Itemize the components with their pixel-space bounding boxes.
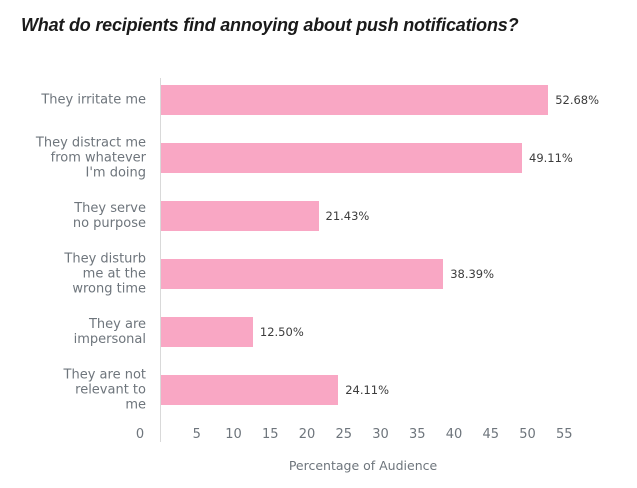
category-label: They are impersonal — [73, 317, 146, 347]
chart-title: What do recipients find annoying about p… — [21, 15, 519, 35]
category-label: They irritate me — [41, 92, 146, 108]
x-tick-label: 5 — [192, 427, 201, 442]
category-label: They serve no purpose — [72, 201, 146, 231]
x-tick-label: 0 — [135, 427, 145, 442]
x-axis-title: Percentage of Audience — [288, 458, 438, 473]
chart-row: They distract me from whatever I'm doing 49… — [0, 136, 637, 181]
x-tick-label: 10 — [225, 427, 242, 442]
value-label: 38.39% — [450, 267, 495, 281]
bar — [161, 201, 319, 231]
category-label: They distract me from whatever I'm doing — [35, 135, 146, 181]
chart-row: They serve no purpose 21.43% — [0, 201, 637, 231]
value-label: 52.68% — [555, 93, 600, 107]
x-tick-label: 15 — [261, 427, 279, 442]
value-label: 12.50% — [259, 325, 304, 339]
bar — [161, 259, 444, 289]
category-label: They are not relevant to me — [63, 367, 146, 413]
chart-row: They are not relevant to me 24.11% — [0, 368, 637, 413]
x-tick-label: 25 — [335, 427, 353, 442]
chart-row: They disturb me at the wrong time 38.39% — [0, 252, 637, 297]
x-tick-label: 20 — [298, 427, 316, 442]
x-tick-label: 55 — [555, 427, 573, 442]
x-tick-label: 40 — [445, 427, 463, 442]
x-tick-label: 50 — [519, 427, 536, 442]
y-axis-line — [160, 78, 161, 442]
x-tick-label: 35 — [408, 427, 426, 442]
chart-row: They irritate me 52.68% — [0, 85, 637, 115]
category-label: They disturb me at the wrong time — [64, 251, 146, 297]
value-label: 21.43% — [325, 209, 370, 223]
bar — [161, 375, 339, 405]
bar — [161, 143, 522, 173]
x-tick-label: 45 — [482, 427, 500, 442]
chart-row: They are impersonal 12.50% — [0, 317, 637, 347]
x-tick-label: 30 — [372, 427, 389, 442]
bar — [161, 317, 253, 347]
bar — [161, 85, 549, 115]
value-label: 24.11% — [345, 383, 390, 397]
value-label: 49.11% — [529, 151, 573, 165]
